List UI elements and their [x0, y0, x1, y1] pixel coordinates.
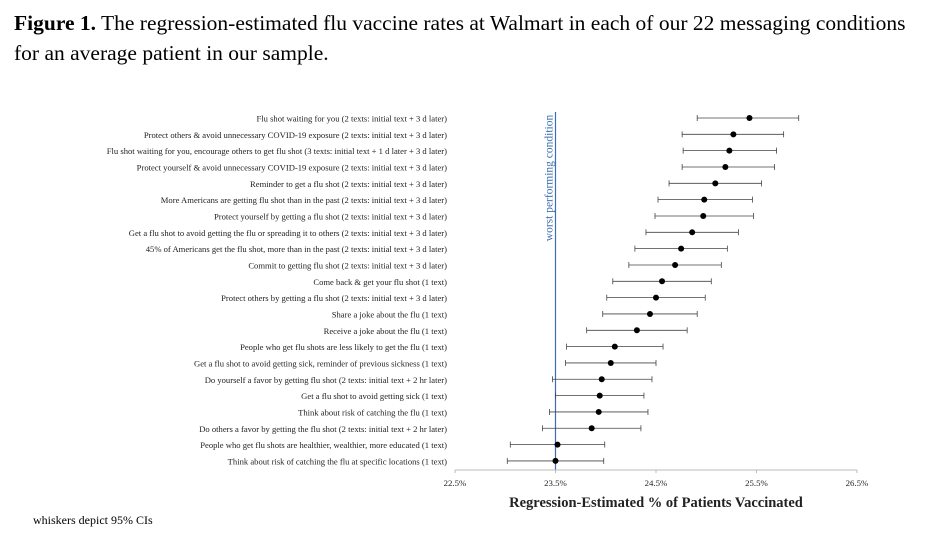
category-label: Come back & get your flu shot (1 text): [313, 277, 447, 287]
category-label: People who get flu shots are less likely…: [240, 342, 447, 352]
estimate-point: [689, 229, 696, 236]
estimate-point: [746, 115, 753, 121]
estimate-point: [598, 376, 605, 383]
category-label: Flu shot waiting for you, encourage othe…: [107, 146, 447, 156]
category-label: Commit to getting flu shot (2 texts: ini…: [248, 260, 447, 270]
estimate-point: [678, 245, 685, 252]
figure-caption: Figure 1. The regression-estimated flu v…: [14, 8, 914, 68]
estimate-point: [552, 457, 559, 464]
estimate-point: [730, 131, 737, 138]
x-tick-label: 22.5%: [444, 478, 467, 488]
category-label: Get a flu shot to avoid getting the flu …: [129, 228, 447, 238]
estimate-point: [554, 441, 561, 448]
figure-label: Figure 1.: [14, 11, 97, 35]
estimate-point: [726, 147, 733, 154]
category-label: Protect yourself & avoid unnecessary COV…: [137, 162, 447, 172]
estimate-point: [701, 196, 708, 203]
estimate-point: [607, 359, 614, 366]
x-tick-label: 24.5%: [645, 478, 668, 488]
category-label: People who get flu shots are healthier, …: [200, 440, 447, 450]
estimate-point: [611, 343, 618, 350]
estimate-point: [659, 278, 666, 285]
figure-caption-text: The regression-estimated flu vaccine rat…: [14, 11, 906, 65]
category-label: Think about risk of catching the flu at …: [228, 456, 447, 466]
estimate-point: [633, 327, 640, 334]
category-label: More Americans are getting flu shot than…: [161, 195, 447, 205]
category-label: Think about risk of catching the flu (1 …: [298, 407, 447, 417]
estimate-point: [700, 212, 707, 219]
category-label: Reminder to get a flu shot (2 texts: ini…: [250, 179, 447, 189]
category-label: Get a flu shot to avoid getting sick (1 …: [301, 391, 447, 401]
category-label: Share a joke about the flu (1 text): [332, 309, 447, 319]
category-label: Get a flu shot to avoid getting sick, re…: [194, 358, 447, 368]
whisker-note: whiskers depict 95% CIs: [33, 513, 153, 527]
category-label: Protect others by getting a flu shot (2 …: [221, 293, 447, 303]
category-label: 45% of Americans get the flu shot, more …: [146, 244, 447, 254]
x-tick-label: 26.5%: [846, 478, 869, 488]
category-label: Do yourself a favor by getting flu shot …: [205, 375, 447, 385]
category-label: Protect others & avoid unnecessary COVID…: [144, 130, 447, 140]
estimate-point: [646, 310, 653, 317]
estimate-point: [722, 163, 729, 170]
x-axis-label: Regression-Estimated % of Patients Vacci…: [509, 495, 803, 511]
category-label: Protect yourself by getting a flu shot (…: [214, 211, 447, 221]
category-label: Flu shot waiting for you (2 texts: initi…: [256, 114, 447, 124]
estimate-point: [596, 392, 603, 399]
estimate-point: [595, 408, 602, 415]
estimate-point: [588, 425, 595, 432]
x-tick-label: 25.5%: [745, 478, 768, 488]
reference-line-label: worst performing condition: [544, 115, 556, 242]
category-label: Do others a favor by getting the flu sho…: [199, 424, 447, 434]
category-label: Receive a joke about the flu (1 text): [324, 326, 448, 336]
estimate-point: [653, 294, 659, 301]
x-tick-label: 23.5%: [544, 478, 567, 488]
estimate-point: [712, 180, 719, 187]
estimate-point: [672, 261, 679, 268]
